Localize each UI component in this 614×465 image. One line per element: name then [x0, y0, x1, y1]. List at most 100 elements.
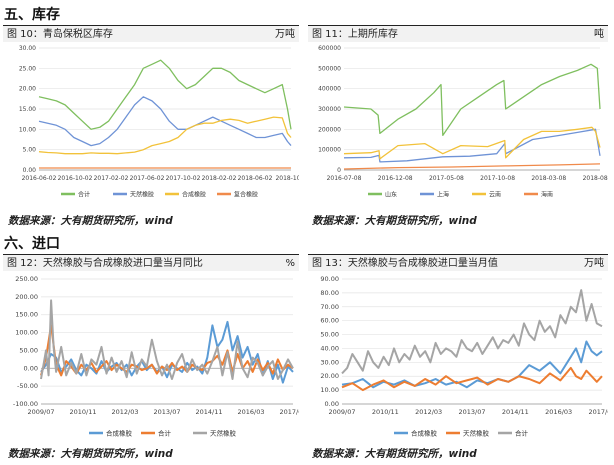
y-tick-label: 30.00 — [19, 45, 36, 52]
x-tick-label: 2010/11 — [372, 408, 399, 416]
chart-title-bar: 图 11：上期所库存 吨 — [308, 25, 608, 42]
series-line-合计 — [38, 59, 292, 130]
y-tick-label: 200000 — [318, 126, 341, 133]
x-tick-label: 2017-06-02 — [130, 175, 165, 182]
legend-label: 上海 — [437, 191, 449, 199]
chart-unit: 万吨 — [584, 258, 604, 269]
legend-label: 合成橡胶 — [106, 429, 133, 438]
y-tick-label: 50.00 — [320, 331, 339, 339]
legend-label: 合成橡胶 — [411, 429, 438, 438]
legend-label: 合计 — [158, 429, 172, 438]
x-tick-label: 2016-06-02 — [22, 175, 57, 182]
series-line-合成橡胶 — [341, 340, 603, 389]
x-tick-label: 2016/03 — [545, 408, 572, 416]
x-tick-label: 2017-02-02 — [94, 175, 129, 182]
y-tick-label: 400000 — [318, 86, 341, 93]
legend-label: 合计 — [78, 191, 90, 199]
series-line-合计 — [341, 289, 603, 375]
x-tick-label: 2010/11 — [69, 408, 96, 416]
x-tick-label: 2017/07 — [588, 408, 608, 416]
y-tick-label: 300000 — [318, 106, 341, 113]
y-tick-label: 0.00 — [23, 167, 37, 174]
legend-label: 合计 — [515, 429, 529, 438]
chart-panel-shfe-inventory: 图 11：上期所库存 吨 0 100000 200000 300000 400000 500… — [308, 25, 608, 207]
x-tick-label: 2012/03 — [111, 408, 138, 416]
x-tick-label: 2018-08-08 — [583, 175, 608, 182]
y-tick-label: 60.00 — [320, 317, 339, 325]
chart-unit: % — [285, 258, 295, 269]
series-line-天然橡胶 — [341, 366, 603, 392]
legend-label: 山东 — [385, 191, 397, 199]
x-tick-label: 2009/07 — [27, 408, 54, 416]
y-tick-label: 20.00 — [19, 86, 36, 93]
y-tick-label: 150.00 — [15, 311, 38, 319]
source-note-c1: 数据来源：大有期货研究所，wind — [8, 215, 173, 227]
chart-title: 图 13：天然橡胶与合成橡胶进口量当月值 — [312, 258, 498, 269]
legend-label: 合成橡胶 — [182, 191, 206, 199]
source-note-c2: 数据来源：大有期货研究所，wind — [312, 215, 477, 227]
x-tick-label: 2017/07 — [279, 408, 299, 416]
y-tick-label: 600000 — [318, 45, 341, 52]
y-tick-label: 250.00 — [15, 275, 38, 283]
legend-label: 复合橡胶 — [234, 191, 258, 199]
legend-label: 天然橡胶 — [463, 429, 490, 438]
x-tick-label: 2016-12-08 — [378, 175, 413, 182]
y-tick-label: 25.00 — [19, 65, 36, 72]
chart-panel-import-yoy: 图 12：天然橡胶与合成橡胶进口量当月同比% -100.00 -50.00 0.00… — [3, 254, 299, 440]
chart-import-monthly: 0.00 10.00 20.00 30.00 40.00 50.00 60.00 70.00 8… — [320, 275, 608, 438]
series-line-合成橡胶 — [40, 320, 294, 384]
legend-label: 海南 — [541, 191, 553, 199]
x-tick-label: 2016-10-02 — [58, 175, 93, 182]
y-tick-label: 0.00 — [24, 364, 38, 372]
chart-panel-qingdao-inventory: 图 10：青岛保税区库存 万吨 0.00 5.00 10.00 15.00 20.00 25… — [3, 25, 299, 207]
y-tick-label: 100.00 — [15, 329, 38, 337]
y-tick-label: 90.00 — [320, 275, 339, 283]
y-tick-label: 70.00 — [320, 303, 339, 311]
chart-title-bar: 图 10：青岛保税区库存 万吨 — [3, 25, 299, 42]
section-heading-inventory: 五、库存 — [4, 7, 60, 23]
chart-import-yoy: -100.00 -50.00 0.00 50.00 100.00 150.00 200.00… — [13, 275, 299, 438]
x-tick-label: 2012/03 — [415, 408, 442, 416]
chart-qingdao-inventory: 0.00 5.00 10.00 15.00 20.00 25.00 30.00 2016-06… — [19, 45, 299, 199]
chart-title-bar: 图 13：天然橡胶与合成橡胶进口量当月值 万吨 — [308, 254, 608, 271]
x-tick-label: 2014/11 — [502, 408, 529, 416]
x-tick-label: 2017-05-08 — [429, 175, 464, 182]
series-line-天然橡胶 — [40, 299, 294, 380]
x-tick-label: 2017-10-02 — [166, 175, 201, 182]
x-tick-label: 2013/07 — [458, 408, 485, 416]
y-tick-label: 5.00 — [23, 147, 37, 154]
y-tick-label: 20.00 — [320, 372, 339, 380]
chart-shfe-inventory: 0 100000 200000 300000 400000 500000 600000 201… — [318, 45, 608, 199]
y-tick-label: 0.00 — [325, 400, 339, 408]
y-tick-label: 40.00 — [320, 344, 339, 352]
x-tick-label: 2018-10-0 — [275, 175, 299, 182]
y-tick-label: 500000 — [318, 65, 341, 72]
chart-unit: 吨 — [594, 29, 604, 40]
x-tick-label: 2013/07 — [153, 408, 180, 416]
x-tick-label: 2018-06-02 — [238, 175, 273, 182]
chart-panel-import-monthly: 图 13：天然橡胶与合成橡胶进口量当月值 万吨 0.00 10.00 20.00 30.… — [308, 254, 608, 440]
y-tick-label: 0 — [337, 167, 341, 174]
series-line-云南 — [343, 126, 601, 160]
x-tick-label: 2009/07 — [328, 408, 355, 416]
x-tick-label: 2014/11 — [195, 408, 222, 416]
x-tick-label: 2018-03-08 — [531, 175, 566, 182]
x-tick-label: 2017-10-08 — [480, 175, 515, 182]
legend-label: 云南 — [489, 191, 501, 199]
legend-label: 天然橡胶 — [130, 191, 154, 199]
y-tick-label: 50.00 — [19, 346, 38, 354]
series-line-合计 — [40, 324, 294, 377]
chart-unit: 万吨 — [275, 29, 295, 40]
x-tick-label: 2016/03 — [237, 408, 264, 416]
y-tick-label: 15.00 — [19, 106, 36, 113]
chart-title-bar: 图 12：天然橡胶与合成橡胶进口量当月同比% — [3, 254, 299, 271]
x-tick-label: 2016-07-08 — [327, 175, 362, 182]
y-tick-label: 10.00 — [19, 126, 36, 133]
y-tick-label: 100000 — [318, 147, 341, 154]
chart-title: 图 12：天然橡胶与合成橡胶进口量当月同比 — [7, 258, 203, 269]
chart-title: 图 11：上期所库存 — [312, 29, 398, 40]
section-heading-import: 六、进口 — [4, 236, 60, 252]
source-note-c4: 数据来源：大有期货研究所，wind — [312, 448, 477, 460]
source-note-c3: 数据来源：大有期货研究所，wind — [8, 448, 173, 460]
x-tick-label: 2018-02-02 — [202, 175, 237, 182]
